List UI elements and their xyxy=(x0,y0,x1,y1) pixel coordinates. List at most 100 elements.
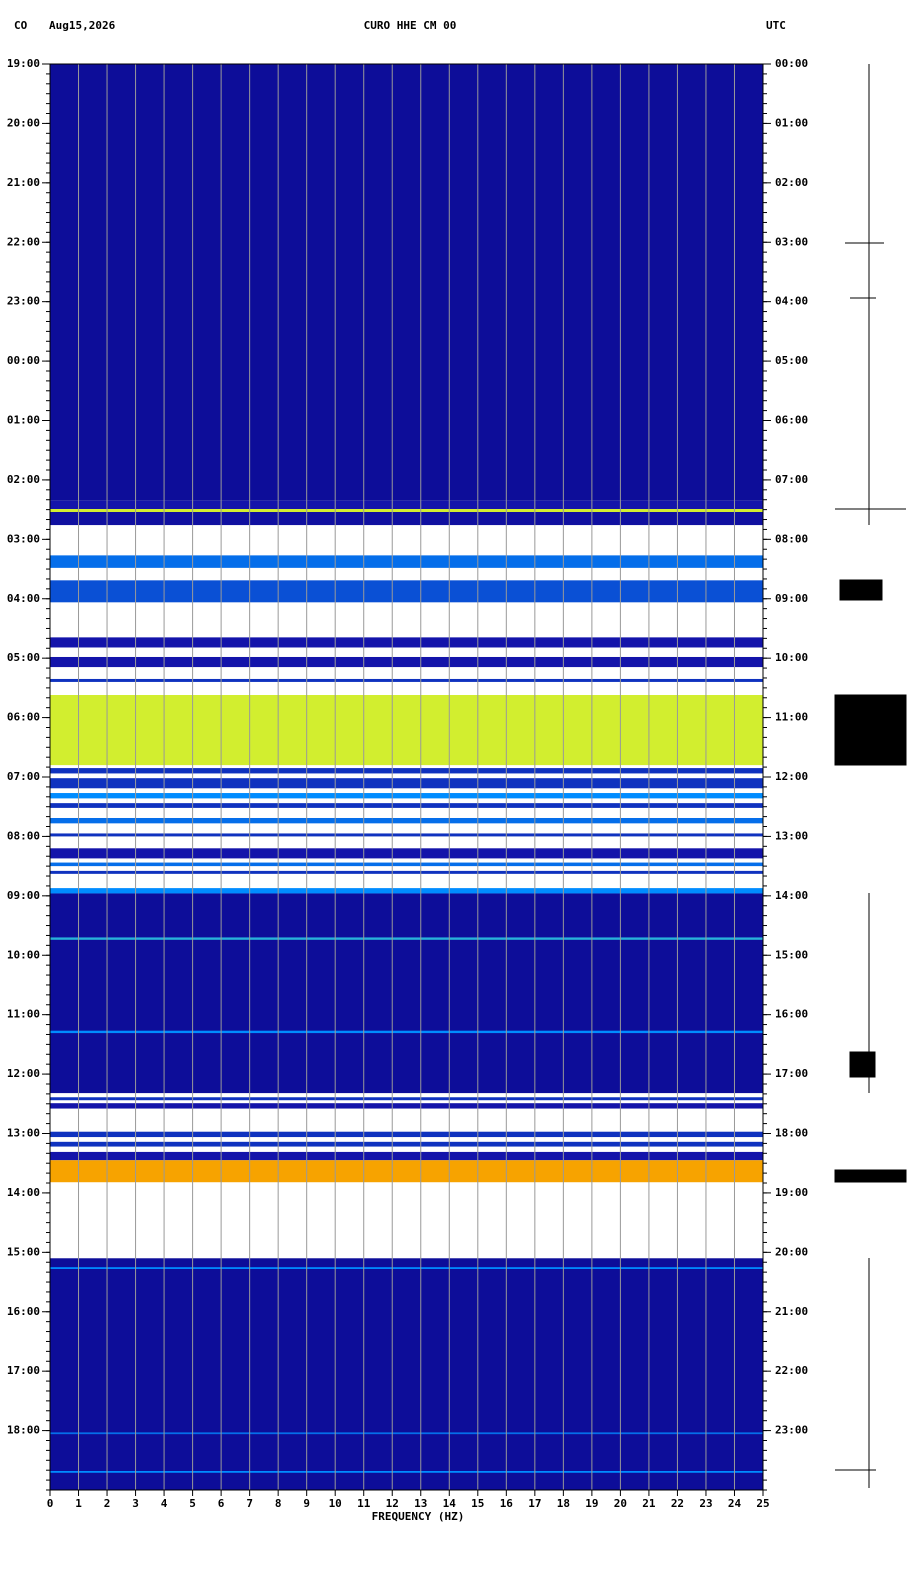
spectrogram-band xyxy=(50,1103,763,1109)
spectrogram-band xyxy=(50,848,763,859)
y-tick-label: 13:00 xyxy=(7,1127,40,1140)
spectrogram-band xyxy=(50,1267,763,1269)
y-tick-label: 07:00 xyxy=(7,770,40,783)
spectrogram-band xyxy=(50,870,763,874)
spectrogram-band xyxy=(50,778,763,789)
y-tick-label: 10:00 xyxy=(7,948,40,961)
y2-tick-label: 20:00 xyxy=(775,1245,808,1258)
x-tick-label: 24 xyxy=(728,1497,742,1510)
y-tick-label: 23:00 xyxy=(7,295,40,308)
y2-tick-label: 01:00 xyxy=(775,116,808,129)
x-tick-label: 8 xyxy=(275,1497,282,1510)
y-tick-label: 15:00 xyxy=(7,1245,40,1258)
spectrogram-band xyxy=(50,555,763,568)
spectrogram-band xyxy=(50,937,763,940)
y-tick-label: 00:00 xyxy=(7,354,40,367)
spectrogram-band xyxy=(50,793,763,799)
x-tick-label: 1 xyxy=(75,1497,82,1510)
y-tick-label: 14:00 xyxy=(7,1186,40,1199)
y-tick-label: 06:00 xyxy=(7,711,40,724)
y2-tick-label: 03:00 xyxy=(775,235,808,248)
network-label: CO xyxy=(14,19,28,32)
y-tick-label: 22:00 xyxy=(7,235,40,248)
spectrogram-band xyxy=(50,1160,763,1183)
plot-frame xyxy=(49,63,764,1491)
x-tick-label: 12 xyxy=(386,1497,399,1510)
spectrogram-band xyxy=(50,888,763,894)
y-tick-label: 01:00 xyxy=(7,414,40,427)
waveform xyxy=(834,64,907,1488)
x-tick-label: 4 xyxy=(161,1497,168,1510)
spectrogram-band xyxy=(50,833,763,837)
y2-tick-label: 13:00 xyxy=(775,829,808,842)
y2-tick-label: 15:00 xyxy=(775,948,808,961)
y2-tick-label: 06:00 xyxy=(775,414,808,427)
spectrogram-band xyxy=(50,509,763,513)
spectrogram-band xyxy=(50,862,763,867)
y-tick-label: 03:00 xyxy=(7,532,40,545)
y2-tick-label: 11:00 xyxy=(775,711,808,724)
y2-tick-label: 10:00 xyxy=(775,651,808,664)
spectrogram-band xyxy=(50,768,763,774)
spectrogram-band xyxy=(50,1258,763,1490)
y-tick-label: 02:00 xyxy=(7,473,40,486)
x-tick-label: 6 xyxy=(218,1497,225,1510)
y2-tick-label: 18:00 xyxy=(775,1127,808,1140)
y2-tick-label: 16:00 xyxy=(775,1008,808,1021)
date-label: Aug15,2026 xyxy=(49,19,116,32)
spectrogram-band xyxy=(50,1151,763,1161)
trace xyxy=(834,694,907,766)
y-tick-label: 08:00 xyxy=(7,829,40,842)
plot-area xyxy=(50,64,763,1490)
spectrogram-band xyxy=(50,1470,763,1473)
x-tick-label: 15 xyxy=(471,1497,484,1510)
timezone-label: UTC xyxy=(766,19,786,32)
spectrogram-band xyxy=(50,580,763,603)
y2-tick-label: 07:00 xyxy=(775,473,808,486)
spectrogram-band xyxy=(50,678,763,682)
chart-title: CURO HHE CM 00 xyxy=(364,19,457,32)
y2-tick-label: 02:00 xyxy=(775,176,808,189)
y2-tick-label: 09:00 xyxy=(775,592,808,605)
x-tick-label: 17 xyxy=(528,1497,541,1510)
spectrogram-band xyxy=(50,803,763,808)
y2-tick-label: 17:00 xyxy=(775,1067,808,1080)
y-tick-label: 09:00 xyxy=(7,889,40,902)
spectrogram-band xyxy=(50,1097,763,1101)
x-tick-label: 5 xyxy=(189,1497,196,1510)
x-tick-label: 11 xyxy=(357,1497,371,1510)
y2-tick-label: 22:00 xyxy=(775,1364,808,1377)
trace xyxy=(849,1051,876,1078)
x-tick-label: 16 xyxy=(500,1497,514,1510)
spectrogram-band xyxy=(50,500,763,510)
x-tick-label: 18 xyxy=(557,1497,570,1510)
trace xyxy=(839,579,883,601)
x-tick-label: 2 xyxy=(104,1497,111,1510)
y2-tick-label: 21:00 xyxy=(775,1305,808,1318)
x-tick-label: 9 xyxy=(303,1497,310,1510)
y-tick-label: 20:00 xyxy=(7,116,40,129)
y-tick-label: 17:00 xyxy=(7,1364,40,1377)
y2-tick-label: 12:00 xyxy=(775,770,808,783)
spectrogram-band xyxy=(50,64,763,501)
y2-tick-label: 00:00 xyxy=(775,57,808,70)
spectrogram-band xyxy=(50,1141,763,1147)
y-tick-label: 19:00 xyxy=(7,57,40,70)
x-tick-label: 7 xyxy=(246,1497,253,1510)
y2-tick-label: 05:00 xyxy=(775,354,808,367)
y2-tick-label: 04:00 xyxy=(775,295,808,308)
y-tick-label: 12:00 xyxy=(7,1067,40,1080)
spectrogram-band xyxy=(50,695,763,766)
trace xyxy=(834,1169,907,1183)
spectrogram-band xyxy=(50,512,763,526)
x-tick-label: 25 xyxy=(756,1497,769,1510)
x-tick-label: 19 xyxy=(585,1497,598,1510)
spectrogram-band xyxy=(50,893,763,1094)
x-tick-label: 0 xyxy=(47,1497,54,1510)
spectrogram-band xyxy=(50,817,763,824)
spectrogram-band xyxy=(50,637,763,648)
spectrogram-band xyxy=(50,656,763,668)
y-tick-label: 04:00 xyxy=(7,592,40,605)
x-tick-label: 23 xyxy=(699,1497,712,1510)
